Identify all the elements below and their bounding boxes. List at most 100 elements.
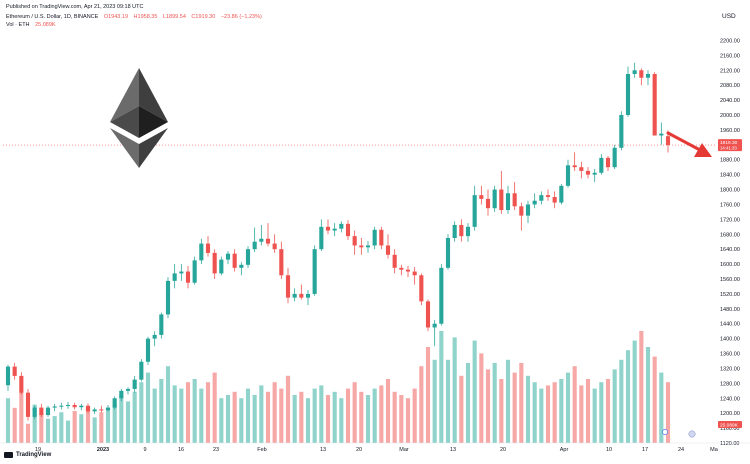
volume-bar <box>199 388 204 443</box>
volume-bar <box>519 363 524 443</box>
candle <box>532 193 537 209</box>
volume-bar <box>632 340 637 443</box>
candle <box>419 273 424 306</box>
candle-body <box>305 293 311 298</box>
x-tick-label: 16 <box>178 447 184 453</box>
candle-body <box>312 249 317 294</box>
candle <box>39 403 44 417</box>
candle <box>485 189 491 216</box>
candle-body <box>65 404 71 406</box>
candle-body <box>119 390 124 399</box>
close-value: C1919.30 <box>191 14 216 20</box>
volume-bar <box>299 391 304 443</box>
candlesticks <box>5 62 671 421</box>
volume-bar <box>385 379 391 443</box>
candle <box>465 223 471 242</box>
volume-bar <box>105 409 111 443</box>
volume-bar <box>492 363 497 443</box>
open-value: O1943.19 <box>103 14 129 20</box>
volume-badge <box>718 421 742 428</box>
candle <box>445 234 451 270</box>
volume-bar <box>125 401 131 443</box>
candle-body <box>559 185 564 203</box>
candle-body <box>199 243 204 261</box>
volume-bar <box>292 395 297 443</box>
volume-bar <box>132 391 137 443</box>
candle-body <box>185 271 191 283</box>
volume-bar <box>379 385 384 443</box>
candle <box>559 183 564 205</box>
candle <box>165 277 171 319</box>
volume-label[interactable]: Vol · ETH <box>6 22 30 28</box>
candle-body <box>665 136 671 146</box>
candle <box>565 159 571 188</box>
candle-body <box>219 259 224 274</box>
x-tick-label: 20 <box>356 447 362 453</box>
volume-bar <box>85 407 91 443</box>
y-tick-label: 2200.00 <box>720 38 740 44</box>
candle-body <box>412 271 417 276</box>
volume-bar <box>325 395 331 443</box>
volume-bar <box>625 350 631 443</box>
candle-body <box>159 314 164 335</box>
dividend-icon <box>662 429 668 435</box>
volume-bar <box>559 379 564 443</box>
volume-bar <box>599 382 604 443</box>
candle-body <box>632 70 637 74</box>
volume-bar <box>212 372 217 443</box>
candle <box>179 264 184 281</box>
candle <box>519 202 524 231</box>
volume-bar <box>452 337 457 443</box>
last-price-badge <box>718 139 742 152</box>
volume-bar <box>619 359 624 443</box>
candle <box>572 152 577 171</box>
candle-body <box>445 238 451 268</box>
candle <box>619 111 624 151</box>
last-price-value: 1919.30 <box>720 140 738 146</box>
volume-bar <box>532 382 537 443</box>
y-tick-label: 1200.00 <box>720 411 740 417</box>
candle <box>159 312 164 339</box>
y-tick-label: 1760.00 <box>720 202 740 208</box>
candle-body <box>425 301 431 328</box>
candle <box>499 170 504 214</box>
candle-body <box>125 388 131 391</box>
candle-body <box>299 293 304 298</box>
volume-bar <box>245 388 251 443</box>
candle-body <box>5 366 11 386</box>
volume-bar <box>259 385 264 443</box>
candle-body <box>452 224 457 238</box>
candle <box>225 251 231 265</box>
candle <box>32 405 37 419</box>
volume-bar <box>252 395 257 443</box>
volume-bar <box>219 398 224 443</box>
candle <box>659 122 664 145</box>
candle <box>112 396 117 410</box>
candle <box>119 388 124 402</box>
symbol-label[interactable]: Ethereum / U.S. Dollar, 1D, BINANCE <box>6 14 99 20</box>
candle <box>539 191 544 205</box>
down-arrow-icon <box>666 131 712 157</box>
volume-bars <box>5 331 671 443</box>
volume-bar <box>139 382 144 443</box>
candle <box>552 191 557 209</box>
candle-body <box>352 236 357 246</box>
candle-body <box>645 74 651 78</box>
candle <box>359 238 364 255</box>
volume-bar <box>499 379 504 443</box>
volume-bar <box>612 369 617 443</box>
candle-body <box>205 243 211 253</box>
candle <box>279 241 284 279</box>
candle-body <box>39 407 44 416</box>
candle <box>579 161 584 179</box>
candle <box>652 72 657 136</box>
candle-body <box>432 323 437 328</box>
volume-bar <box>665 382 671 443</box>
event-flag-icon <box>688 430 696 438</box>
y-tick-label: 2000.00 <box>720 113 740 119</box>
volume-bar <box>445 359 451 443</box>
candle <box>219 256 224 276</box>
candle-body <box>179 271 184 274</box>
candle <box>25 388 31 421</box>
